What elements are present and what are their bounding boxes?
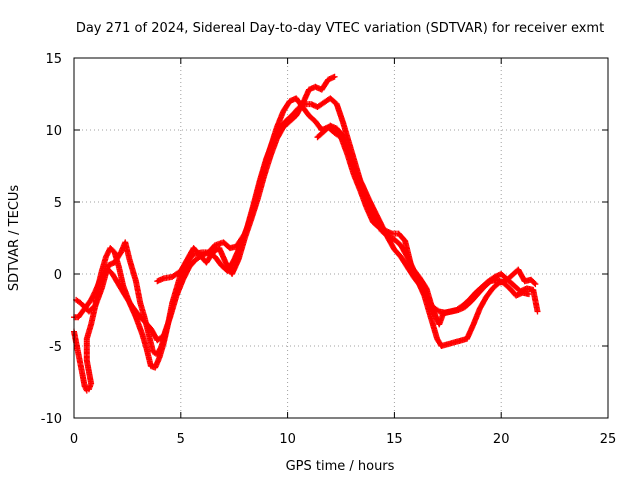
y-tick-label: 10 xyxy=(45,124,62,139)
x-tick-label: 5 xyxy=(177,432,185,447)
x-tick-label: 20 xyxy=(493,432,510,447)
data-point xyxy=(531,280,538,286)
x-tick-label: 10 xyxy=(279,432,296,447)
data-point xyxy=(162,328,169,335)
series-track-3 xyxy=(73,73,532,358)
chart-title: Day 271 of 2024, Sidereal Day-to-day VTE… xyxy=(76,21,604,36)
plot-frame xyxy=(73,57,609,419)
data-point xyxy=(534,308,541,315)
x-tick-label: 15 xyxy=(386,432,403,447)
series-track-1 xyxy=(71,95,541,394)
data-points xyxy=(71,73,541,394)
y-tick-label: 5 xyxy=(54,196,62,211)
y-tick-label: -5 xyxy=(49,340,62,355)
y-axis-label: SDTVAR / TECUs xyxy=(7,185,22,292)
data-point xyxy=(525,291,532,298)
data-point xyxy=(331,73,338,80)
tick-labels: 0 5 10 15 20 25 -10 -5 0 5 10 15 xyxy=(41,52,617,447)
y-tick-label: 0 xyxy=(54,268,62,283)
y-tick-label: 15 xyxy=(45,52,62,67)
data-point xyxy=(532,281,539,288)
x-tick-label: 0 xyxy=(70,432,78,447)
y-tick-label: -10 xyxy=(41,412,62,427)
x-axis-label: GPS time / hours xyxy=(286,459,395,474)
x-tick-label: 25 xyxy=(600,432,617,447)
